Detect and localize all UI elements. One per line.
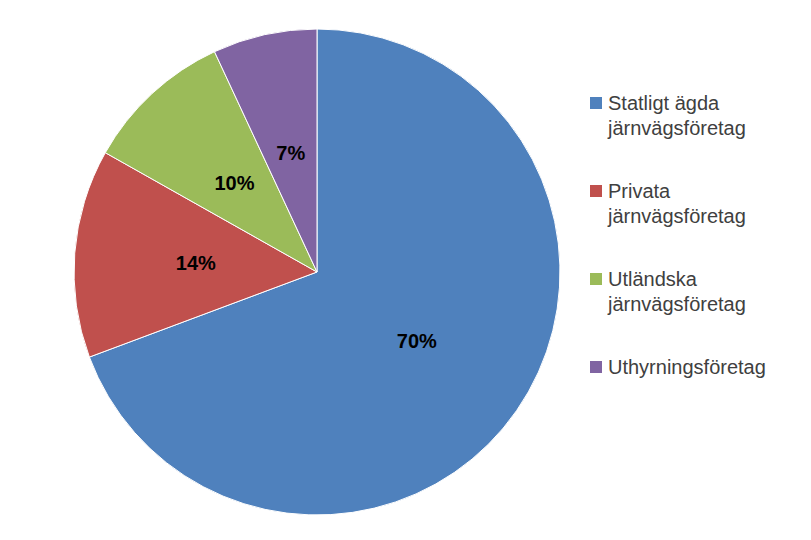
- data-label: 7%: [276, 142, 305, 164]
- data-label: 14%: [176, 252, 216, 274]
- legend-swatch: [590, 185, 602, 197]
- data-label: 70%: [397, 330, 437, 352]
- legend-swatch: [590, 361, 602, 373]
- legend: Statligt ägdajärnvägsföretag Privatajärnv…: [590, 92, 766, 378]
- legend-swatch: [590, 97, 602, 109]
- data-label: 10%: [214, 172, 254, 194]
- data-labels: 70% 14% 10% 7%: [176, 142, 437, 352]
- legend-label: Privatajärnvägsföretag: [607, 180, 746, 227]
- pie-slice: [214, 29, 317, 272]
- pie: [74, 29, 560, 515]
- legend-swatch: [590, 273, 602, 285]
- legend-label: Statligt ägdajärnvägsföretag: [607, 92, 746, 139]
- chart-container: 70% 14% 10% 7% Statligt ägdajärnvägsföretag P…: [0, 0, 811, 540]
- legend-label: Uthyrningsföretag: [608, 356, 766, 378]
- chart-svg: 70% 14% 10% 7% Statligt ägdajärnvägsföretag P…: [0, 0, 811, 540]
- legend-label: Utländskajärnvägsföretag: [607, 268, 746, 315]
